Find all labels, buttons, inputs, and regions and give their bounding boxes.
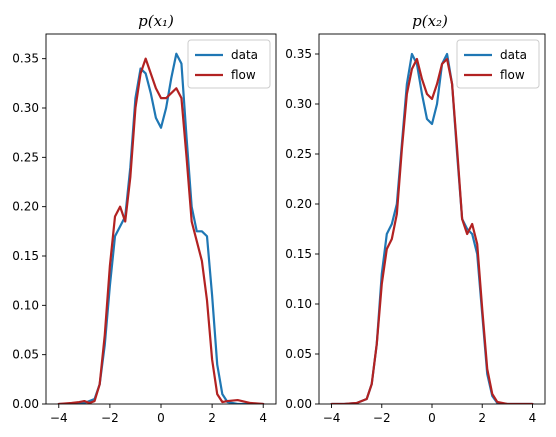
chart-title: p(x₂)	[412, 12, 448, 30]
panel-p-x1: p(x₁) −4 −2 0 2 4 0.00 0.05 0.10 0.15 0.20 0.25 0.3…	[12, 12, 277, 425]
x-tick-label: −4	[50, 411, 68, 425]
y-tick-label: 0.30	[12, 101, 39, 115]
legend-label-data: data	[500, 48, 527, 62]
legend-label-data: data	[231, 48, 258, 62]
legend: data flow	[456, 39, 540, 89]
y-tick-label: 0.00	[285, 397, 312, 411]
x-tick-label: 2	[208, 411, 216, 425]
y-tick-label: 0.30	[285, 97, 312, 111]
y-tick-label: 0.05	[285, 347, 312, 361]
plot-area: −4 −2 0 2 4 0.00 0.05 0.10 0.15 0.20 0.25 0.30 0.35 d…	[285, 33, 546, 425]
y-tick-label: 0.15	[285, 247, 312, 261]
y-tick-label: 0.10	[285, 297, 312, 311]
x-tick-label: 0	[428, 411, 436, 425]
x-tick-label: 0	[157, 411, 165, 425]
series-line-flow	[57, 57, 265, 404]
plot-area: −4 −2 0 2 4 0.00 0.05 0.10 0.15 0.20 0.25 0.30 0.35 d…	[12, 33, 277, 425]
y-tick-label: 0.20	[12, 200, 39, 214]
y-tick-label: 0.35	[285, 47, 312, 61]
x-tick-label: 4	[529, 411, 537, 425]
y-tick-label: 0.05	[12, 348, 39, 362]
x-tick-label: 2	[478, 411, 486, 425]
legend: data flow	[187, 39, 271, 89]
x-tick-label: 4	[259, 411, 267, 425]
panel-p-x2: p(x₂) −4 −2 0 2 4 0.00 0.05 0.10 0.15 0.20 0.25 0.3…	[285, 12, 546, 425]
x-tick-label: −2	[373, 411, 391, 425]
legend-label-flow: flow	[500, 68, 525, 82]
chart-title: p(x₁)	[138, 12, 174, 30]
y-tick-label: 0.35	[12, 52, 39, 66]
legend-label-flow: flow	[231, 68, 256, 82]
x-tick-label: −4	[323, 411, 341, 425]
y-tick-label: 0.25	[12, 150, 39, 164]
y-tick-label: 0.00	[12, 397, 39, 411]
y-tick-label: 0.15	[12, 249, 39, 263]
x-tick-label: −2	[101, 411, 119, 425]
y-tick-label: 0.10	[12, 298, 39, 312]
y-tick-label: 0.20	[285, 197, 312, 211]
series-line-flow	[330, 57, 534, 404]
y-tick-label: 0.25	[285, 147, 312, 161]
